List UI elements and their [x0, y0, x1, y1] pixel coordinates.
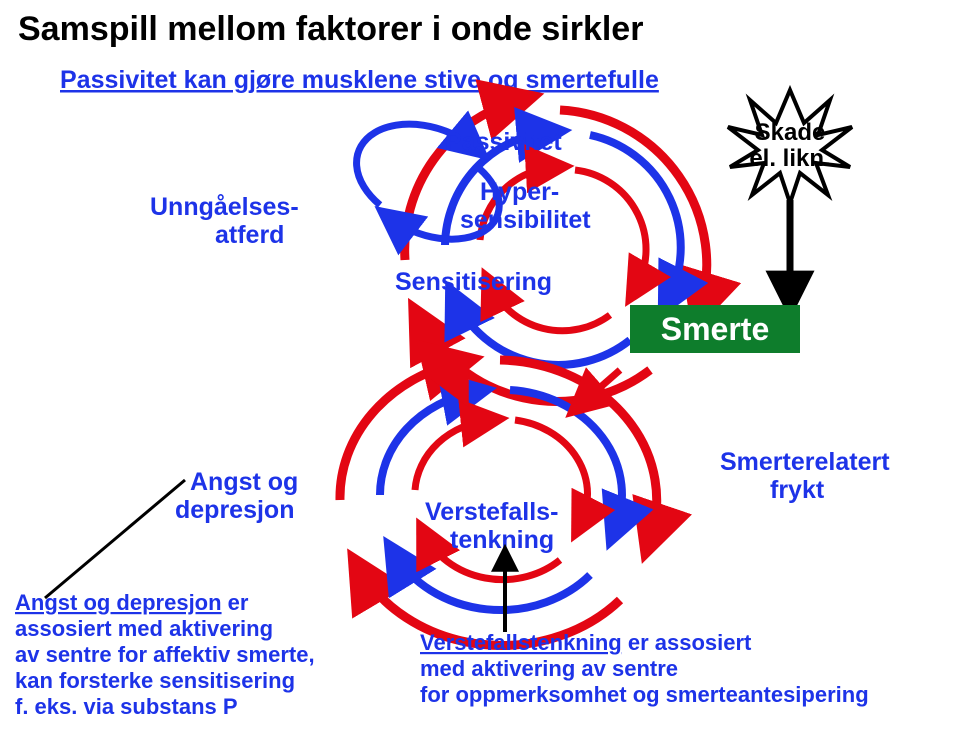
- footer-left-l4: kan forsterke sensitisering: [15, 668, 295, 693]
- label-verste-2: tenkning: [450, 526, 554, 554]
- footer-left-arrow: [45, 480, 185, 598]
- footer-right-l1a: Verstefallstenkning: [420, 630, 622, 655]
- label-unngaelses-2: atferd: [215, 221, 284, 249]
- label-unngaelses-1: Unngåelses-: [150, 193, 299, 221]
- label-passivitet: Passivitet: [445, 128, 562, 156]
- label-skade-1: Skade: [755, 119, 826, 146]
- lower-mid-blue-3: [380, 392, 475, 495]
- label-angst-2: depresjon: [175, 496, 294, 524]
- label-sensitisering: Sensitisering: [395, 268, 552, 296]
- footer-left-l3: av sentre for affektiv smerte,: [15, 642, 315, 667]
- footer-left-l5: f. eks. via substans P: [15, 694, 238, 719]
- page-subtitle: Passivitet kan gjøre musklene stive og s…: [60, 66, 659, 94]
- footer-right-l3: for oppmerksomhet og smerteantesipering: [420, 682, 869, 707]
- lower-inner-red-3: [415, 420, 490, 490]
- footer-right: Verstefallstenkning er assosiert med akt…: [420, 630, 869, 707]
- svg-text:Verstefallstenkning er assosie: Verstefallstenkning er assosiert: [420, 630, 752, 655]
- label-frykt-2: frykt: [770, 476, 825, 504]
- footer-right-l1b: er assosiert: [622, 630, 752, 655]
- label-angst-1: Angst og: [190, 468, 298, 496]
- upper-mid-blue-bottom: [455, 300, 630, 365]
- label-hyper-2: sensibilitet: [460, 206, 591, 234]
- label-frykt-1: Smerterelatert: [720, 448, 890, 476]
- footer-left-l2: assosiert med aktivering: [15, 616, 273, 641]
- footer-right-l2: med aktivering av sentre: [420, 656, 678, 681]
- label-hyper-1: Hyper-: [480, 178, 559, 206]
- label-verste-1: Verstefalls-: [425, 498, 558, 526]
- smerte-text: Smerte: [661, 311, 770, 347]
- footer-left-l1a: Angst og depresjon: [15, 590, 222, 615]
- label-skade-2: el. likn.: [749, 145, 830, 172]
- page-title: Samspill mellom faktorer i onde sirkler: [18, 10, 643, 48]
- footer-left-l1b: er: [222, 590, 249, 615]
- footer-left: Angst og depresjon er assosiert med akti…: [15, 590, 315, 719]
